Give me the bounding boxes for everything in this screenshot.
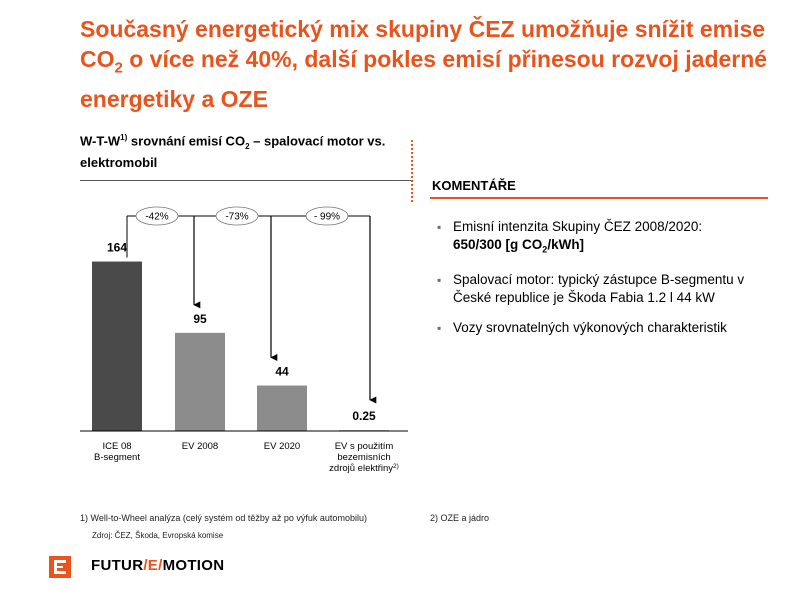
comment-item-1: Emisní intenzita Skupiny ČEZ 2008/2020: 6… [437, 218, 767, 259]
bar-value-label-3: 44 [275, 365, 289, 379]
chart-title-b: srovnání emisí CO [127, 133, 246, 149]
slide-title: Současný energetický mix skupiny ČEZ umo… [80, 14, 780, 114]
chart-title-sub: 2 [245, 141, 250, 151]
comments-list: Emisní intenzita Skupiny ČEZ 2008/2020: 6… [437, 218, 767, 349]
comment-item-3: Vozy srovnatelných výkonových charakteri… [437, 319, 767, 337]
comment-item-1-strong: 650/300 [g CO2/kWh] [453, 237, 585, 255]
chart-title-c: – spalovací motor vs. elektromobil [80, 133, 386, 170]
brand-part-a: FUTUR [91, 557, 144, 574]
comment-item-1-strong-a: 650/300 [g CO [453, 237, 543, 252]
bar-3 [257, 385, 307, 431]
footnote-2: 2) OZE a jádro [430, 513, 490, 523]
chart-title-a: W-T-W [80, 133, 121, 149]
bar-2 [175, 332, 225, 431]
title-part-2: o více než 40%, další pokles emisí přine… [80, 46, 768, 112]
reduction-label-2: -73% [225, 212, 248, 223]
reduction-bubble-3 [305, 206, 349, 226]
bar-value-label-2: 95 [193, 312, 207, 326]
bar-1 [92, 261, 142, 431]
reduction-bubble-1 [135, 206, 179, 226]
category-label-3: EV 2020 [264, 441, 300, 452]
chart-title-divider [80, 180, 413, 181]
comments-rule [430, 197, 768, 199]
brand-wordmark: FUTUR/E/MOTION [91, 556, 224, 576]
category-label-2: EV 2008 [182, 441, 218, 452]
comment-item-1-strong-b: /kWh] [547, 237, 585, 252]
reduction-label-3: - 99% [314, 212, 340, 223]
bar-value-label-4: 0.25 [352, 409, 376, 423]
chart-title-sup: 1) [120, 133, 128, 142]
brand-accent: /E/ [143, 557, 163, 574]
bar-value-label-1: 164 [107, 241, 127, 255]
comment-item-2: Spalovací motor: typický zástupce B-segm… [437, 271, 767, 307]
chart-title: W-T-W1) srovnání emisí CO2 – spalovací m… [80, 130, 410, 171]
brand-part-b: MOTION [162, 557, 225, 574]
source-note: Zdroj: ČEZ, Škoda, Evropská komise [92, 531, 224, 540]
title-part-1: Současný energetický mix skupiny ČEZ umo… [80, 16, 766, 72]
category-label-1: ICE 08 B-segment [94, 441, 140, 463]
comment-item-1-strong-sub: 2 [542, 244, 548, 255]
footnote-1: 1) Well-to-Wheel analýza (celý systém od… [80, 513, 367, 523]
comment-item-1-text: Emisní intenzita Skupiny ČEZ 2008/2020: [453, 219, 703, 234]
category-label-4: EV s použitím bezemisních zdrojů elektřiny… [329, 441, 399, 474]
title-subscript: 2 [114, 59, 123, 77]
reduction-bubble-2 [215, 206, 259, 226]
reduction-label-1: -42% [145, 212, 168, 223]
comment-divider-dotted [411, 140, 413, 202]
comments-heading: KOMENTÁŘE [432, 178, 516, 193]
cez-logo-icon [49, 556, 71, 578]
